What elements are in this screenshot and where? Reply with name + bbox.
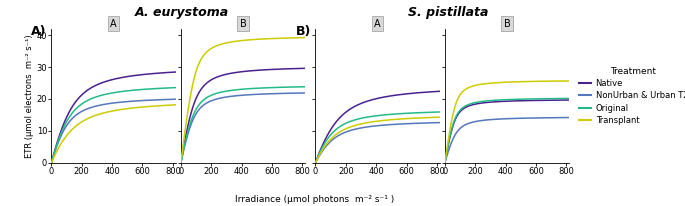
Legend: Native, NonUrban & Urban T2, Original, Transplant: Native, NonUrban & Urban T2, Original, T… — [579, 67, 685, 125]
Text: Irradiance (μmol photons  m⁻² s⁻¹ ): Irradiance (μmol photons m⁻² s⁻¹ ) — [236, 195, 395, 204]
Title: B: B — [240, 19, 247, 29]
Text: A): A) — [31, 25, 47, 38]
Text: S. pistillata: S. pistillata — [408, 6, 489, 19]
Title: A: A — [375, 19, 381, 29]
Y-axis label: ETR (μmol electrons  m⁻² s⁻¹): ETR (μmol electrons m⁻² s⁻¹) — [25, 34, 34, 158]
Text: B): B) — [297, 25, 312, 38]
Title: A: A — [110, 19, 117, 29]
Title: B: B — [503, 19, 510, 29]
Text: A. eurystoma: A. eurystoma — [134, 6, 229, 19]
